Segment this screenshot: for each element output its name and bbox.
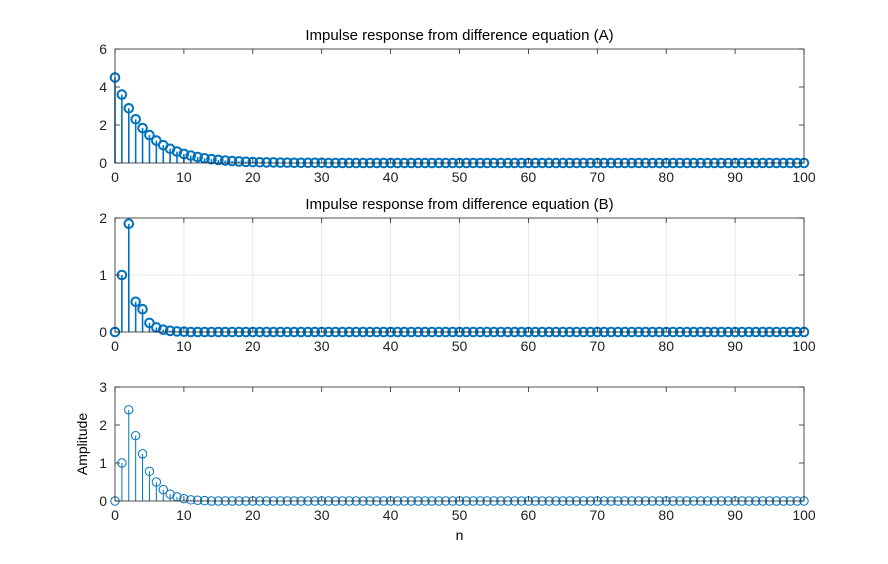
stem-marker — [247, 156, 259, 168]
x-tick-label: 10 — [176, 169, 192, 185]
x-tick-label: 60 — [521, 507, 537, 523]
x-tick-label: 100 — [792, 507, 816, 523]
plot-area — [115, 387, 804, 501]
x-axis-label: n — [456, 527, 464, 543]
stem-marker — [192, 495, 203, 505]
subplot-a: 0 10 20 30 40 50 60 70 80 90 100 0 2 4 6 Impulse respon… — [99, 27, 816, 185]
y-tick-label: 0 — [99, 324, 107, 340]
stem-marker — [158, 484, 168, 495]
y-axis-label: Amplitude — [74, 413, 90, 475]
stem-marker — [254, 156, 265, 168]
stem-marker — [130, 114, 141, 125]
x-tick-label: 10 — [176, 338, 192, 354]
y-tick-label: 0 — [99, 493, 107, 509]
stem-marker — [261, 157, 272, 168]
x-tick-label: 70 — [590, 507, 606, 523]
x-tick-label: 90 — [727, 507, 743, 523]
stem-marker — [179, 494, 189, 504]
x-tick-label: 20 — [245, 338, 261, 354]
stem-marker — [124, 405, 134, 415]
x-tick-label: 20 — [245, 169, 261, 185]
stem-marker — [116, 89, 128, 100]
stem-marker — [157, 324, 169, 336]
stem-marker — [185, 150, 197, 161]
x-tick-label: 40 — [383, 507, 399, 523]
stem-marker — [137, 122, 148, 134]
stem-marker — [171, 326, 183, 337]
x-tick-label: 70 — [590, 169, 606, 185]
stem-marker — [130, 430, 141, 441]
chart-title: Impulse response from difference equatio… — [305, 196, 613, 213]
chart-title: Impulse response from difference equatio… — [305, 27, 613, 44]
x-tick-label: 50 — [452, 338, 468, 354]
stem-marker — [186, 495, 196, 505]
stem-marker — [268, 157, 279, 168]
x-tick-label: 70 — [590, 338, 606, 354]
stem-marker — [171, 146, 183, 157]
x-tick-label: 60 — [521, 169, 537, 185]
x-tick-label: 90 — [727, 169, 743, 185]
stem-marker — [144, 466, 155, 477]
y-tick-label: 2 — [99, 117, 107, 133]
x-tick-label: 40 — [383, 338, 399, 354]
stem-marker — [199, 152, 210, 164]
y-tick-label: 2 — [99, 210, 107, 226]
stem-marker — [165, 489, 175, 499]
x-tick-label: 30 — [314, 338, 330, 354]
y-tick-label: 4 — [99, 79, 107, 95]
stem-marker — [137, 303, 148, 315]
stem-marker — [219, 155, 231, 166]
y-tick-label: 3 — [99, 379, 107, 395]
x-tick-label: 40 — [383, 169, 399, 185]
y-tick-label: 1 — [99, 267, 107, 283]
x-tick-label: 80 — [658, 338, 674, 354]
x-tick-label: 90 — [727, 338, 743, 354]
stem-marker — [192, 151, 203, 163]
x-tick-label: 10 — [176, 507, 192, 523]
y-tick-label: 6 — [99, 41, 107, 57]
stem-marker — [137, 449, 148, 459]
stem-marker — [164, 325, 176, 337]
x-tick-label: 0 — [111, 338, 119, 354]
x-tick-label: 0 — [111, 507, 119, 523]
stem-marker — [240, 156, 252, 168]
y-tick-label: 2 — [99, 417, 107, 433]
y-tick-label: 0 — [99, 155, 107, 171]
x-tick-label: 50 — [452, 507, 468, 523]
x-tick-label: 50 — [452, 169, 468, 185]
subplot-b: 0 10 20 30 40 50 60 70 80 90 100 0 1 2 Impulse respons… — [99, 196, 816, 354]
stem-marker — [206, 153, 217, 165]
stem-marker — [226, 155, 238, 167]
x-tick-label: 60 — [521, 338, 537, 354]
stem-marker — [123, 102, 135, 114]
stem-marker — [151, 477, 162, 487]
stem-marker — [144, 129, 155, 141]
stem-marker — [233, 156, 245, 167]
y-tick-label: 1 — [99, 455, 107, 471]
stem-marker — [213, 154, 224, 166]
stem-marker — [123, 218, 135, 229]
x-tick-label: 0 — [111, 169, 119, 185]
x-tick-label: 80 — [658, 507, 674, 523]
x-tick-label: 20 — [245, 507, 261, 523]
x-tick-label: 100 — [792, 338, 816, 354]
x-tick-label: 30 — [314, 169, 330, 185]
x-tick-label: 80 — [658, 169, 674, 185]
x-tick-label: 100 — [792, 169, 816, 185]
plot-area — [115, 49, 804, 163]
stem-marker — [130, 296, 141, 308]
x-tick-label: 30 — [314, 507, 330, 523]
subplot-c: 0 10 20 30 40 50 60 70 80 90 100 0 1 2 3 n Amplitude — [74, 379, 816, 543]
